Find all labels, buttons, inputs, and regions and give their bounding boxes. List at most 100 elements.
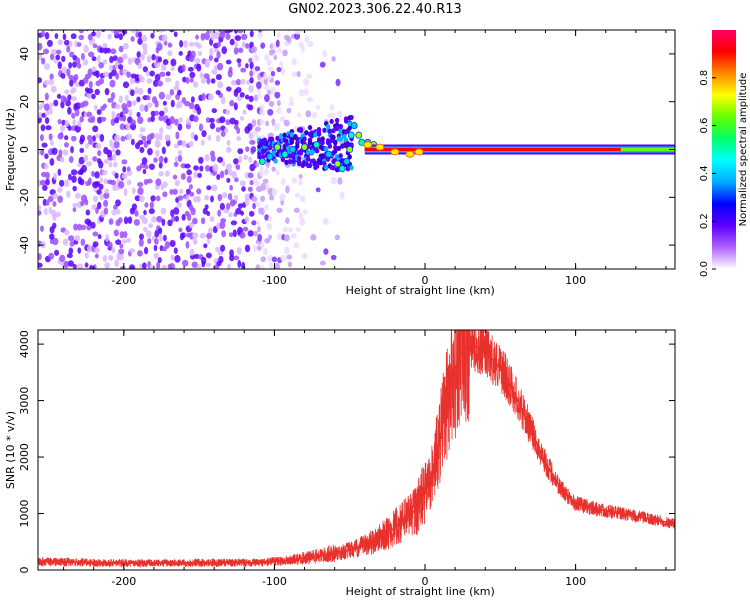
noise-mark (51, 209, 57, 218)
noise-mark (183, 40, 188, 48)
noise-mark (71, 87, 77, 94)
noise-mark (158, 162, 163, 169)
noise-mark (142, 226, 148, 233)
noise-mark (335, 78, 341, 87)
noise-mark (137, 87, 144, 95)
noise-mark (154, 139, 161, 148)
noise-mark (83, 44, 89, 53)
noise-mark (190, 96, 195, 103)
noise-mark (72, 61, 77, 68)
noise-mark (125, 94, 129, 102)
noise-mark (197, 172, 202, 178)
noise-mark (267, 254, 273, 263)
noise-mark (146, 54, 152, 63)
burst-mark (327, 143, 333, 149)
noise-mark (339, 191, 345, 200)
noise-mark (122, 166, 127, 173)
noise-mark (193, 165, 199, 171)
noise-mark (233, 255, 240, 261)
noise-mark (178, 51, 183, 56)
noise-mark (201, 256, 207, 265)
noise-mark (68, 173, 72, 181)
colorbar (712, 30, 736, 269)
noise-mark (165, 93, 172, 101)
noise-mark (130, 89, 135, 97)
noise-mark (130, 36, 135, 42)
noise-mark (226, 86, 232, 92)
noise-mark (86, 111, 93, 118)
noise-mark (163, 234, 167, 242)
noise-mark (120, 135, 126, 142)
noise-mark (155, 195, 161, 202)
noise-mark (264, 203, 269, 211)
y-tick-label: 0 (18, 146, 31, 153)
noise-mark (85, 143, 89, 149)
noise-mark (41, 57, 46, 65)
noise-mark (198, 156, 204, 164)
plot-frame (37, 329, 676, 571)
noise-mark (229, 38, 235, 46)
noise-mark (163, 106, 169, 114)
noise-mark (117, 64, 124, 70)
noise-mark (40, 102, 45, 109)
noise-mark (139, 233, 144, 240)
noise-mark (269, 195, 275, 201)
noise-mark (77, 247, 82, 254)
y-axis-label: SNR (10 * v/v) (4, 411, 17, 489)
noise-mark (44, 92, 49, 101)
noise-mark (62, 238, 69, 246)
noise-mark (294, 30, 301, 35)
noise-mark (233, 102, 238, 111)
noise-mark (188, 204, 194, 211)
noise-mark (283, 246, 290, 255)
noise-mark (271, 256, 278, 263)
noise-mark (153, 244, 158, 252)
burst-mark (322, 127, 327, 133)
noise-mark (298, 211, 303, 219)
noise-mark (74, 234, 81, 242)
noise-mark (216, 41, 221, 48)
noise-mark (252, 202, 256, 210)
noise-mark (151, 54, 156, 61)
noise-mark (306, 96, 314, 102)
noise-mark (303, 78, 310, 87)
noise-mark (146, 95, 151, 101)
noise-mark (112, 153, 117, 162)
burst-mark (257, 154, 262, 160)
noise-mark (49, 140, 55, 146)
noise-mark (121, 53, 128, 60)
noise-mark (173, 143, 180, 149)
noise-mark (305, 110, 312, 118)
noise-mark (249, 61, 254, 70)
noise-mark (200, 78, 207, 84)
noise-mark (63, 39, 70, 46)
noise-mark (226, 263, 231, 269)
noise-mark (255, 264, 261, 269)
noise-mark (204, 164, 211, 172)
colorbar-label: Normalized spectral amplitude (738, 73, 749, 227)
noise-mark (249, 139, 256, 145)
noise-mark (280, 68, 286, 76)
noise-mark (260, 242, 265, 249)
noise-mark (161, 146, 166, 155)
noise-mark (329, 112, 336, 119)
noise-mark (274, 80, 281, 86)
noise-mark (175, 131, 180, 140)
noise-mark (115, 209, 121, 215)
noise-mark (209, 117, 215, 123)
burst-knot (334, 160, 342, 168)
noise-mark (146, 178, 153, 184)
noise-mark (298, 173, 303, 179)
noise-mark (68, 61, 73, 69)
noise-mark (115, 199, 121, 207)
noise-mark (198, 123, 204, 132)
noise-mark (89, 264, 94, 269)
noise-mark (141, 217, 148, 225)
noise-mark (200, 32, 206, 41)
burst-mark (307, 139, 313, 146)
noise-mark (201, 130, 207, 138)
noise-mark (68, 24, 73, 29)
noise-mark (141, 157, 148, 165)
noise-mark (86, 88, 94, 94)
noise-mark (170, 99, 175, 108)
